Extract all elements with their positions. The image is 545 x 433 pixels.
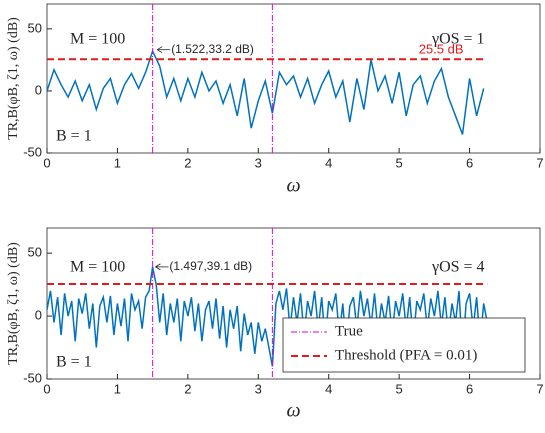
y-axis-label: TR,B(φB, ζ1, ω) (dB) xyxy=(6,17,21,140)
annotation: B = 1 xyxy=(56,128,92,145)
threshold-label: 25.5 dB xyxy=(419,42,464,57)
x-tick-label: 7 xyxy=(536,155,543,170)
data-line xyxy=(46,49,485,135)
x-tick-label: 7 xyxy=(536,381,543,396)
peak-label: (1.522,33.2 dB) xyxy=(171,42,254,56)
y-tick-label: 50 xyxy=(28,20,42,35)
annotation: B = 1 xyxy=(56,354,92,371)
x-axis-label: ω xyxy=(286,400,300,422)
peak-label: (1.497,39.1 dB) xyxy=(169,259,252,273)
legend-label: True xyxy=(335,323,363,339)
peak-arrowhead xyxy=(156,46,163,54)
y-axis-label: TR,B(φB, ζ1, ω) (dB) xyxy=(6,242,21,365)
x-tick-label: 2 xyxy=(184,381,191,396)
x-tick-label: 2 xyxy=(184,155,191,170)
y-tick-label: -50 xyxy=(23,370,42,385)
x-tick-label: 6 xyxy=(466,381,473,396)
annotation: γOS = 1 xyxy=(431,31,485,48)
x-tick-label: 5 xyxy=(396,381,403,396)
annotation: M = 100 xyxy=(70,31,125,48)
x-tick-label: 6 xyxy=(466,155,473,170)
y-tick-label: 0 xyxy=(35,308,42,323)
y-tick-label: -50 xyxy=(23,144,42,159)
peak-arrowhead xyxy=(155,263,161,271)
y-tick-label: 0 xyxy=(35,82,42,97)
annotation: γOS = 4 xyxy=(431,259,485,276)
legend-box xyxy=(282,317,526,373)
x-tick-label: 1 xyxy=(114,381,121,396)
x-tick-label: 3 xyxy=(255,381,262,396)
x-tick-label: 1 xyxy=(114,155,121,170)
x-tick-label: 0 xyxy=(43,381,50,396)
x-tick-label: 0 xyxy=(43,155,50,170)
x-tick-label: 4 xyxy=(325,155,332,170)
y-tick-label: 50 xyxy=(28,245,42,260)
x-tick-label: 3 xyxy=(255,155,262,170)
legend-label: Threshold (PFA = 0.01) xyxy=(335,347,477,363)
x-axis-label: ω xyxy=(286,175,300,197)
annotation: M = 100 xyxy=(70,259,125,276)
x-tick-label: 4 xyxy=(325,381,332,396)
x-tick-label: 5 xyxy=(396,155,403,170)
axes-box xyxy=(46,3,541,154)
